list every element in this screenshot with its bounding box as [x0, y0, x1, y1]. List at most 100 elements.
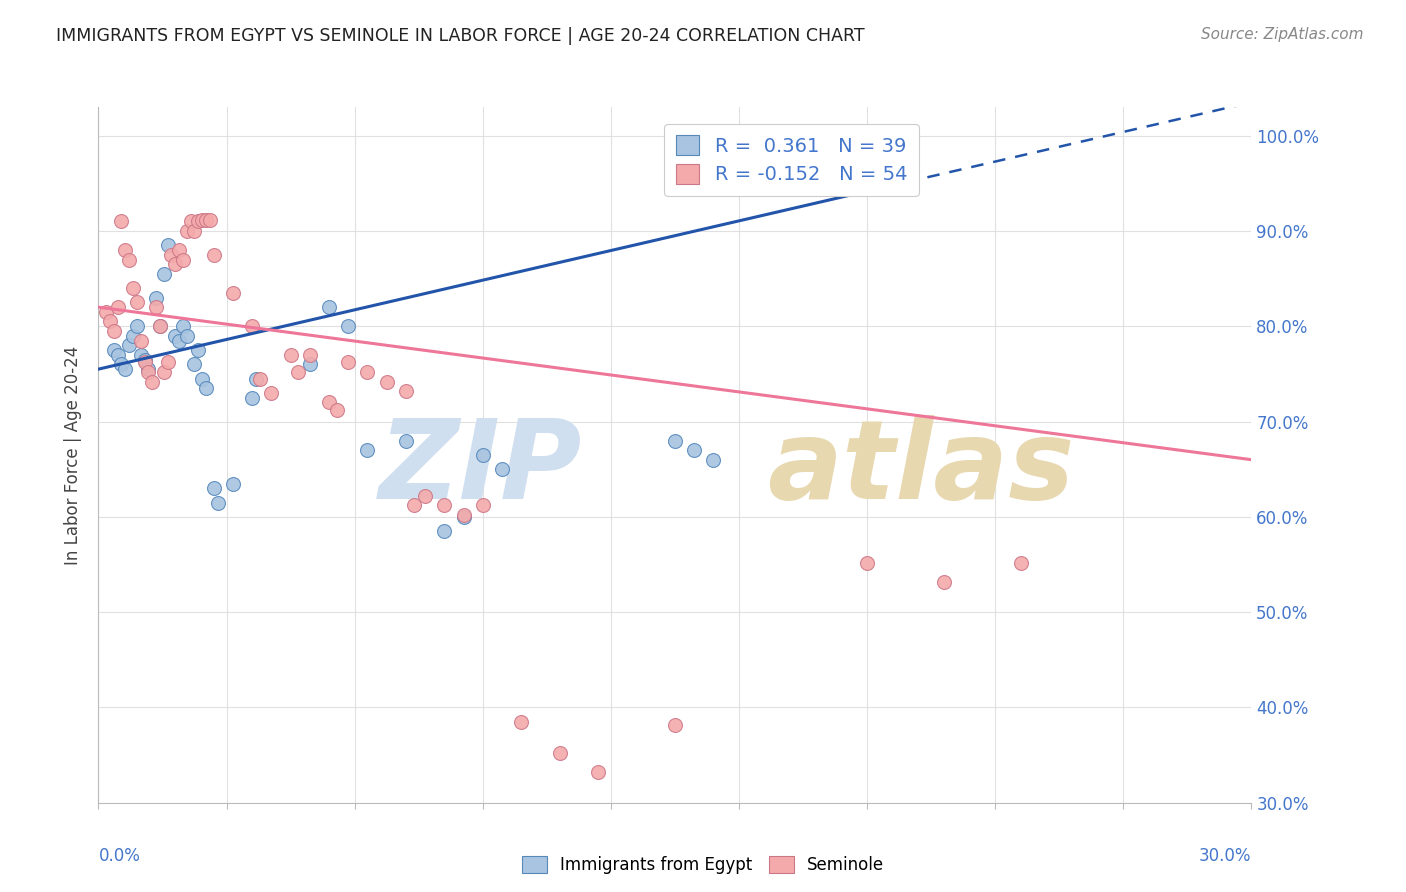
Point	[152, 267, 174, 281]
Point	[856, 556, 879, 570]
Point	[356, 443, 378, 458]
Text: ZIP: ZIP	[380, 416, 582, 523]
Point	[287, 365, 309, 379]
Point	[125, 319, 148, 334]
Point	[207, 495, 229, 509]
Point	[280, 348, 302, 362]
Text: Source: ZipAtlas.com: Source: ZipAtlas.com	[1201, 27, 1364, 42]
Point	[356, 365, 378, 379]
Point	[103, 343, 125, 357]
Point	[145, 300, 167, 314]
Point	[145, 291, 167, 305]
Point	[318, 395, 340, 409]
Point	[402, 499, 425, 513]
Point	[433, 524, 456, 538]
Point	[510, 714, 533, 729]
Point	[176, 328, 198, 343]
Point	[98, 314, 121, 328]
Point	[156, 355, 179, 369]
Point	[118, 252, 141, 267]
Point	[198, 212, 221, 227]
Point	[125, 295, 148, 310]
Point	[191, 212, 214, 227]
Point	[183, 357, 205, 371]
Point	[240, 391, 263, 405]
Point	[298, 357, 321, 371]
Point	[165, 257, 187, 271]
Point	[240, 319, 263, 334]
Point	[1010, 556, 1032, 570]
Point	[138, 362, 160, 376]
Point	[114, 362, 136, 376]
Point	[176, 224, 198, 238]
Point	[222, 285, 245, 300]
Point	[395, 384, 418, 398]
Point	[149, 319, 172, 334]
Point	[183, 224, 205, 238]
Point	[202, 481, 225, 495]
Point	[298, 348, 321, 362]
Point	[134, 355, 156, 369]
Point	[453, 508, 475, 522]
Point	[160, 248, 183, 262]
Point	[122, 281, 145, 295]
Text: 0.0%: 0.0%	[98, 847, 141, 865]
Y-axis label: In Labor Force | Age 20-24: In Labor Force | Age 20-24	[65, 345, 83, 565]
Point	[129, 334, 152, 348]
Point	[586, 765, 609, 780]
Point	[260, 386, 283, 401]
Point	[471, 448, 494, 462]
Point	[471, 499, 494, 513]
Point	[94, 305, 117, 319]
Point	[141, 375, 163, 389]
Point	[195, 212, 218, 227]
Point	[195, 381, 218, 395]
Point	[107, 348, 129, 362]
Point	[491, 462, 513, 476]
Point	[187, 214, 209, 228]
Point	[337, 319, 360, 334]
Point	[249, 372, 271, 386]
Legend: R =  0.361   N = 39, R = -0.152   N = 54: R = 0.361 N = 39, R = -0.152 N = 54	[664, 124, 918, 196]
Point	[245, 372, 267, 386]
Point	[122, 328, 145, 343]
Point	[318, 300, 340, 314]
Point	[180, 214, 202, 228]
Point	[433, 499, 456, 513]
Point	[156, 238, 179, 252]
Point	[664, 717, 686, 731]
Point	[932, 574, 955, 589]
Point	[118, 338, 141, 352]
Point	[664, 434, 686, 448]
Point	[110, 214, 132, 228]
Point	[167, 243, 190, 257]
Point	[683, 443, 706, 458]
Text: atlas: atlas	[768, 416, 1074, 523]
Text: IMMIGRANTS FROM EGYPT VS SEMINOLE IN LABOR FORCE | AGE 20-24 CORRELATION CHART: IMMIGRANTS FROM EGYPT VS SEMINOLE IN LAB…	[56, 27, 865, 45]
Point	[187, 343, 209, 357]
Point	[138, 365, 160, 379]
Point	[172, 252, 194, 267]
Point	[110, 357, 132, 371]
Text: 30.0%: 30.0%	[1199, 847, 1251, 865]
Legend: Immigrants from Egypt, Seminole: Immigrants from Egypt, Seminole	[516, 851, 890, 880]
Point	[165, 328, 187, 343]
Point	[134, 352, 156, 367]
Point	[149, 319, 172, 334]
Point	[413, 489, 436, 503]
Point	[453, 509, 475, 524]
Point	[172, 319, 194, 334]
Point	[702, 452, 724, 467]
Point	[114, 243, 136, 257]
Point	[191, 372, 214, 386]
Point	[548, 746, 571, 760]
Point	[395, 434, 418, 448]
Point	[129, 348, 152, 362]
Point	[375, 375, 398, 389]
Point	[222, 476, 245, 491]
Point	[167, 334, 190, 348]
Point	[107, 300, 129, 314]
Point	[152, 365, 174, 379]
Point	[202, 248, 225, 262]
Point	[325, 403, 347, 417]
